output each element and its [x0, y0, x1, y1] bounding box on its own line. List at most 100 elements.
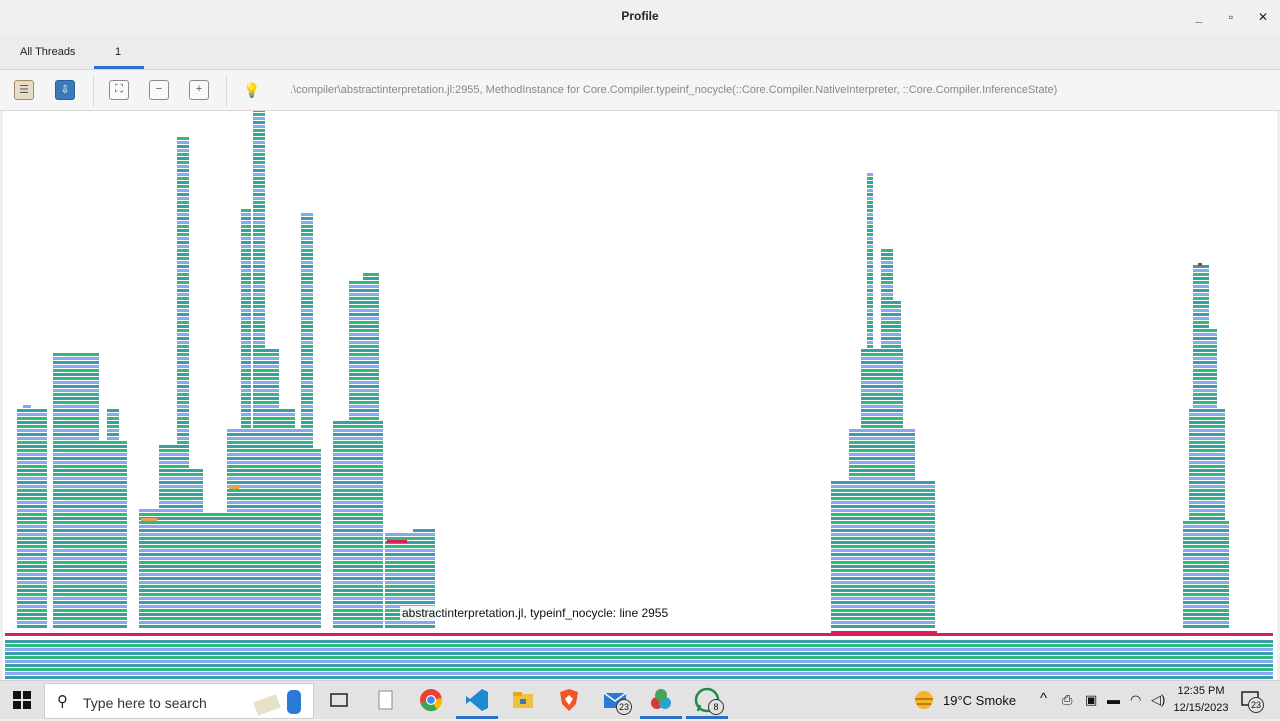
flame-frame[interactable]: [187, 513, 203, 516]
flame-frame[interactable]: [17, 517, 47, 520]
flame-frame[interactable]: [867, 549, 873, 552]
flame-frame[interactable]: [265, 485, 279, 488]
flame-frame[interactable]: [363, 537, 379, 540]
flame-frame[interactable]: [159, 489, 187, 492]
flame-frame[interactable]: [241, 589, 251, 592]
flame-frame[interactable]: [253, 521, 265, 524]
flame-frame[interactable]: [363, 329, 379, 332]
flame-frame[interactable]: [17, 573, 47, 576]
flame-frame[interactable]: [187, 601, 203, 604]
flame-frame[interactable]: [413, 577, 435, 580]
flame-frame[interactable]: [23, 469, 31, 472]
flame-frame[interactable]: [253, 377, 265, 380]
flame-frame[interactable]: [1193, 349, 1209, 352]
volume-icon[interactable]: ◁): [1151, 692, 1166, 707]
flame-frame[interactable]: [885, 509, 901, 512]
flame-frame[interactable]: [23, 517, 31, 520]
flame-frame[interactable]: [867, 205, 873, 208]
flame-frame[interactable]: [867, 525, 873, 528]
flame-frame[interactable]: [253, 565, 265, 568]
flame-frame[interactable]: [23, 537, 31, 540]
flame-frame[interactable]: [349, 477, 363, 480]
flame-frame[interactable]: [177, 317, 189, 320]
flame-frame[interactable]: [301, 357, 313, 360]
flame-frame[interactable]: [159, 461, 187, 464]
flame-frame[interactable]: [17, 537, 47, 540]
flame-frame[interactable]: [107, 409, 119, 412]
flame-frame[interactable]: [139, 553, 161, 556]
flame-frame[interactable]: [349, 509, 363, 512]
flame-frame[interactable]: [1193, 537, 1209, 540]
flame-frame[interactable]: [867, 341, 873, 344]
flame-frame[interactable]: [159, 609, 187, 612]
flame-frame[interactable]: [279, 521, 295, 524]
flame-frame[interactable]: [1193, 425, 1209, 428]
flame-frame[interactable]: [1207, 461, 1217, 464]
flame-frame[interactable]: [241, 445, 251, 448]
flame-frame[interactable]: [177, 221, 189, 224]
flame-frame[interactable]: [1207, 329, 1217, 332]
flame-frame[interactable]: [139, 545, 161, 548]
flame-frame[interactable]: [253, 389, 265, 392]
flame-frame[interactable]: [301, 349, 313, 352]
flame-frame[interactable]: [349, 573, 363, 576]
flame-frame[interactable]: [279, 465, 295, 468]
flame-frame[interactable]: [253, 241, 265, 244]
flame-frame[interactable]: [885, 505, 901, 508]
flame-frame[interactable]: [107, 493, 119, 496]
flame-frame[interactable]: [265, 549, 279, 552]
flame-frame[interactable]: [159, 573, 187, 576]
flame-frame[interactable]: [885, 625, 901, 628]
flame-frame[interactable]: [253, 289, 265, 292]
flame-frame[interactable]: [265, 525, 279, 528]
flame-frame[interactable]: [203, 589, 229, 592]
flame-frame[interactable]: [187, 581, 203, 584]
flame-frame[interactable]: [139, 621, 161, 624]
flame-frame[interactable]: [363, 413, 379, 416]
flame-frame[interactable]: [203, 601, 229, 604]
flame-frame[interactable]: [253, 585, 265, 588]
flame-frame[interactable]: [203, 577, 229, 580]
flame-frame[interactable]: [241, 297, 251, 300]
flame-frame[interactable]: [23, 441, 31, 444]
flame-frame[interactable]: [5, 672, 1273, 675]
flame-frame[interactable]: [349, 485, 363, 488]
flame-frame[interactable]: [265, 565, 279, 568]
flame-frame[interactable]: [363, 465, 379, 468]
flame-frame[interactable]: [23, 593, 31, 596]
flame-frame[interactable]: [349, 325, 363, 328]
flame-frame[interactable]: [177, 269, 189, 272]
flame-frame[interactable]: [301, 257, 313, 260]
flame-frame[interactable]: [241, 209, 251, 212]
flame-frame[interactable]: [203, 533, 229, 536]
flame-frame[interactable]: [1193, 625, 1209, 628]
flame-frame[interactable]: [241, 577, 251, 580]
flame-frame[interactable]: [77, 585, 85, 588]
flame-frame[interactable]: [253, 553, 265, 556]
flame-frame[interactable]: [279, 457, 295, 460]
flame-frame[interactable]: [867, 513, 873, 516]
flame-frame[interactable]: [241, 245, 251, 248]
flame-frame[interactable]: [77, 473, 85, 476]
flame-frame[interactable]: [385, 577, 413, 580]
flame-frame[interactable]: [867, 277, 873, 280]
flame-frame[interactable]: [253, 153, 265, 156]
flame-frame[interactable]: [107, 473, 119, 476]
flame-frame[interactable]: [253, 597, 265, 600]
flame-frame[interactable]: [1193, 417, 1209, 420]
flame-frame[interactable]: [53, 369, 99, 372]
flame-frame[interactable]: [867, 337, 873, 340]
flame-frame[interactable]: [363, 289, 379, 292]
flame-frame[interactable]: [253, 317, 265, 320]
flame-frame[interactable]: [363, 481, 379, 484]
flame-frame[interactable]: [253, 193, 265, 196]
flame-frame[interactable]: [241, 521, 251, 524]
flame-frame[interactable]: [253, 201, 265, 204]
flame-frame[interactable]: [885, 517, 901, 520]
flame-frame[interactable]: [867, 425, 873, 428]
flame-frame[interactable]: [867, 509, 873, 512]
flame-frame[interactable]: [177, 429, 189, 432]
flame-frame[interactable]: [253, 405, 265, 408]
flame-frame[interactable]: [265, 585, 279, 588]
flame-frame[interactable]: [159, 557, 187, 560]
